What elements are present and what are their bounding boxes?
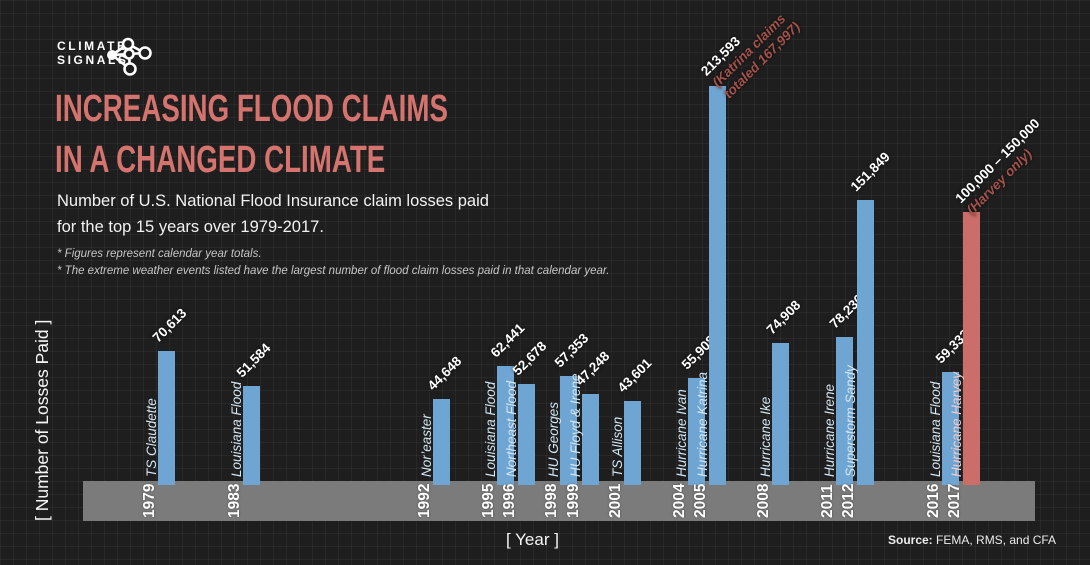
year-label-2012: 2012: [839, 483, 857, 518]
bar-2017: [962, 212, 980, 485]
event-label-1999: HU Floyd & Irene: [567, 373, 583, 477]
event-label-1996: Northeast Flood: [504, 380, 520, 477]
event-label-1995: Louisiana Flood: [482, 381, 498, 477]
logo-line1: CLIMATE: [57, 39, 128, 53]
value-text-2012: 151,849: [848, 149, 894, 195]
year-label-2017: 2017: [945, 483, 963, 518]
year-label-2016: 2016: [924, 483, 942, 518]
value-text-1983: 51,584: [233, 340, 274, 381]
event-label-2004: Hurricane Ivan: [673, 389, 689, 477]
value-label-1983: 51,584: [234, 341, 275, 382]
climate-signals-network-icon: [107, 37, 152, 76]
year-label-1992: 1992: [416, 483, 434, 518]
value-text-2001: 43,601: [615, 355, 655, 396]
title-line1: INCREASING FLOOD CLAIMS: [55, 88, 448, 130]
bar-2004: [687, 378, 705, 485]
value-label-2017: 100,000 – 150,000 (Harvey only): [953, 116, 1055, 218]
year-label-2005: 2005: [691, 483, 709, 518]
source-label: Source:: [888, 533, 933, 547]
year-label-1995: 1995: [479, 483, 497, 518]
value-label-1992: 44,648: [425, 354, 466, 395]
bar-2016: [941, 371, 959, 485]
bar-1979: [158, 351, 175, 485]
year-label-1999: 1999: [564, 483, 582, 518]
event-label-2005: Hurricane Katrina: [694, 371, 710, 477]
bar-2001: [623, 401, 641, 485]
source-credit: Source: FEMA, RMS, and CFA: [888, 533, 1056, 547]
year-label-2008: 2008: [755, 483, 773, 518]
value-label-2012: 151,849: [848, 149, 894, 195]
y-axis-label: [ Number of Losses Paid ]: [32, 319, 52, 521]
value-label-2008: 74,908: [763, 298, 804, 339]
value-text-1979: 70,613: [149, 305, 189, 346]
year-label-1983: 1983: [225, 483, 243, 518]
bar-1995: [496, 366, 514, 485]
x-axis-band: [83, 481, 1035, 521]
footnote-2: * The extreme weather events listed have…: [57, 265, 610, 277]
bar-1992: [433, 399, 451, 485]
value-text-1996: 52,678: [509, 338, 550, 379]
bar-2005: [708, 85, 726, 485]
event-label-1998: HU Georges: [546, 401, 562, 477]
value-label-1979: 70,613: [149, 305, 190, 346]
value-label-2001: 43,601: [615, 356, 656, 397]
year-label-2004: 2004: [670, 483, 688, 518]
event-label-2001: TS Allison: [609, 416, 625, 477]
event-label-2016: Louisiana Flood: [927, 381, 943, 477]
value-label-1996: 52,678: [509, 339, 550, 380]
subtitle-line1: Number of U.S. National Flood Insurance …: [57, 192, 489, 210]
footnote-1: * Figures represent calendar year totals…: [57, 248, 262, 260]
bar-2012: [856, 200, 874, 485]
value-text-1992: 44,648: [424, 353, 465, 394]
title-line2: IN A CHANGED CLIMATE: [55, 139, 386, 181]
bar-1996: [518, 384, 536, 485]
subtitle-line2: for the top 15 years over 1979-2017.: [57, 218, 324, 236]
bar-1999: [581, 394, 599, 485]
value-text-2008: 74,908: [763, 297, 804, 338]
year-label-1996: 1996: [501, 483, 519, 518]
bar-2008: [772, 343, 790, 485]
footnotes: * Figures represent calendar year totals…: [57, 246, 610, 280]
event-label-2008: Hurricane Ike: [758, 396, 774, 477]
event-label-1983: Louisiana Flood: [228, 381, 244, 477]
bar-2011: [835, 336, 853, 485]
bar-1983: [242, 386, 260, 485]
bar-1998: [560, 375, 578, 485]
year-label-1979: 1979: [141, 483, 158, 518]
event-label-2012: Superstorm Sandy: [842, 365, 858, 477]
chart-subtitle: Number of U.S. National Flood Insurance …: [57, 188, 489, 240]
year-label-2011: 2011: [818, 484, 836, 518]
event-label-2017: Hurricane Harvey: [948, 371, 964, 477]
event-label-2011: Hurricane Irene: [821, 383, 837, 477]
page-title: INCREASING FLOOD CLAIMS IN A CHANGED CLI…: [55, 84, 448, 186]
event-label-1979: TS Claudette: [144, 398, 159, 477]
event-label-1992: Nor’easter: [419, 414, 435, 477]
source-text: FEMA, RMS, and CFA: [932, 533, 1057, 547]
year-label-2001: 2001: [606, 483, 624, 518]
year-label-1998: 1998: [543, 483, 561, 518]
x-axis-label: [ Year ]: [506, 530, 559, 549]
